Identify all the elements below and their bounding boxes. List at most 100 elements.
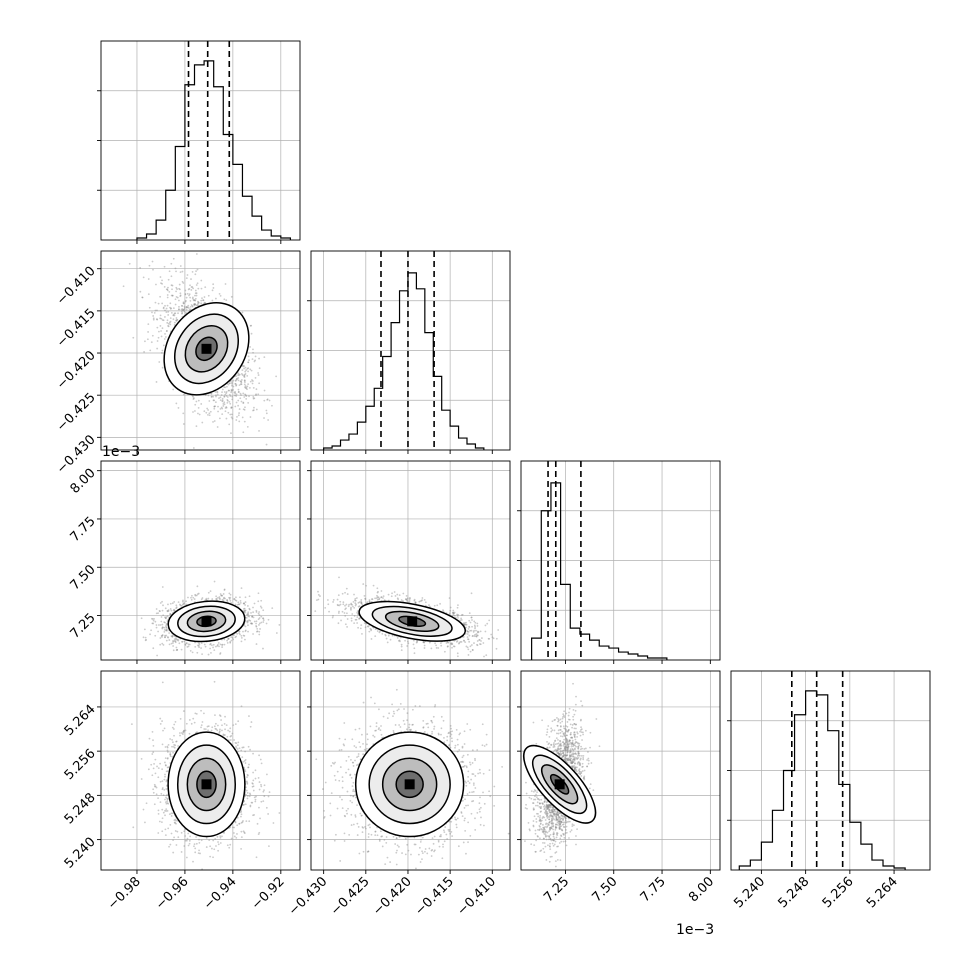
sample-point bbox=[142, 636, 145, 639]
sample-point bbox=[236, 415, 238, 418]
sample-point bbox=[387, 634, 390, 637]
sample-point bbox=[183, 305, 186, 308]
sample-point bbox=[250, 369, 253, 372]
sample-point bbox=[152, 619, 155, 622]
sample-point bbox=[258, 630, 261, 633]
sample-point bbox=[189, 649, 192, 652]
sample-point bbox=[235, 384, 237, 387]
sample-point bbox=[243, 374, 246, 376]
sample-point bbox=[265, 443, 268, 446]
sample-point bbox=[252, 396, 255, 398]
sample-point bbox=[240, 381, 243, 384]
sample-point bbox=[475, 635, 478, 638]
sample-point bbox=[179, 294, 182, 297]
sample-point bbox=[339, 603, 342, 606]
sample-point bbox=[249, 416, 252, 418]
sample-point bbox=[248, 615, 251, 618]
sample-point bbox=[175, 402, 178, 405]
sample-point bbox=[476, 644, 479, 647]
sample-point bbox=[161, 626, 164, 629]
sample-point bbox=[174, 267, 177, 270]
sample-point bbox=[452, 611, 455, 614]
sample-point bbox=[234, 603, 237, 606]
sample-point bbox=[407, 642, 410, 645]
sample-point bbox=[194, 594, 197, 597]
sample-point bbox=[178, 299, 180, 302]
sample-point bbox=[194, 292, 197, 295]
sample-point bbox=[156, 309, 158, 312]
sample-point bbox=[255, 643, 258, 645]
sample-point bbox=[246, 620, 249, 623]
sample-point bbox=[243, 396, 246, 398]
sample-point bbox=[167, 610, 170, 613]
sample-point bbox=[209, 643, 212, 646]
sample-point bbox=[364, 598, 367, 600]
sample-point bbox=[252, 387, 255, 389]
sample-point bbox=[166, 610, 169, 612]
sample-point bbox=[172, 257, 175, 260]
axes-frame bbox=[100, 250, 301, 451]
sample-point bbox=[224, 283, 227, 285]
sample-point bbox=[196, 593, 199, 596]
sample-point bbox=[235, 599, 238, 602]
sample-point bbox=[336, 598, 339, 601]
sample-point bbox=[184, 299, 187, 302]
sample-point bbox=[150, 617, 153, 620]
sample-point bbox=[262, 619, 265, 622]
sample-point bbox=[157, 336, 160, 339]
sample-point bbox=[250, 612, 252, 614]
sample-point bbox=[177, 601, 180, 604]
sample-point bbox=[252, 380, 254, 382]
sample-point bbox=[173, 321, 176, 324]
sample-point bbox=[238, 374, 240, 376]
sample-point bbox=[193, 303, 196, 306]
sample-point bbox=[181, 603, 184, 606]
sample-point bbox=[173, 608, 176, 611]
sample-point bbox=[453, 645, 456, 648]
sample-point bbox=[352, 605, 354, 608]
sample-point bbox=[457, 642, 460, 645]
sample-point bbox=[169, 307, 172, 310]
sample-point bbox=[167, 314, 170, 316]
sample-point bbox=[405, 598, 408, 601]
sample-point bbox=[471, 649, 474, 651]
sample-point bbox=[170, 609, 173, 612]
sample-point bbox=[237, 388, 240, 391]
sample-point bbox=[422, 641, 425, 644]
sample-point bbox=[262, 609, 265, 612]
sample-point bbox=[230, 407, 233, 409]
sample-point bbox=[165, 616, 168, 619]
sample-point bbox=[247, 361, 250, 364]
sample-point bbox=[244, 406, 246, 409]
sample-point bbox=[212, 399, 215, 402]
sample-point bbox=[223, 401, 226, 404]
sample-point bbox=[344, 604, 346, 607]
sample-point bbox=[189, 308, 192, 311]
sample-point bbox=[173, 600, 176, 603]
sample-point bbox=[180, 308, 183, 311]
sample-point bbox=[459, 640, 462, 643]
sample-point bbox=[244, 596, 247, 599]
sample-point bbox=[163, 265, 166, 268]
sample-point bbox=[257, 592, 260, 595]
sample-point bbox=[226, 642, 229, 644]
sample-point bbox=[469, 650, 472, 653]
sample-point bbox=[230, 295, 233, 298]
sample-point bbox=[165, 622, 168, 625]
sample-point bbox=[222, 403, 225, 405]
sample-point bbox=[159, 317, 162, 320]
sample-point bbox=[215, 395, 217, 398]
sample-point bbox=[163, 628, 166, 631]
sample-point bbox=[223, 589, 226, 591]
sample-point bbox=[244, 372, 247, 375]
sample-point bbox=[191, 305, 194, 308]
sample-point bbox=[159, 610, 161, 613]
sample-point bbox=[169, 613, 172, 616]
sample-point bbox=[488, 619, 491, 622]
sample-point bbox=[168, 321, 171, 324]
sample-point bbox=[216, 393, 219, 396]
sample-point bbox=[234, 382, 237, 385]
sample-point bbox=[191, 286, 194, 288]
sample-point bbox=[230, 636, 233, 638]
sample-point bbox=[251, 615, 254, 618]
